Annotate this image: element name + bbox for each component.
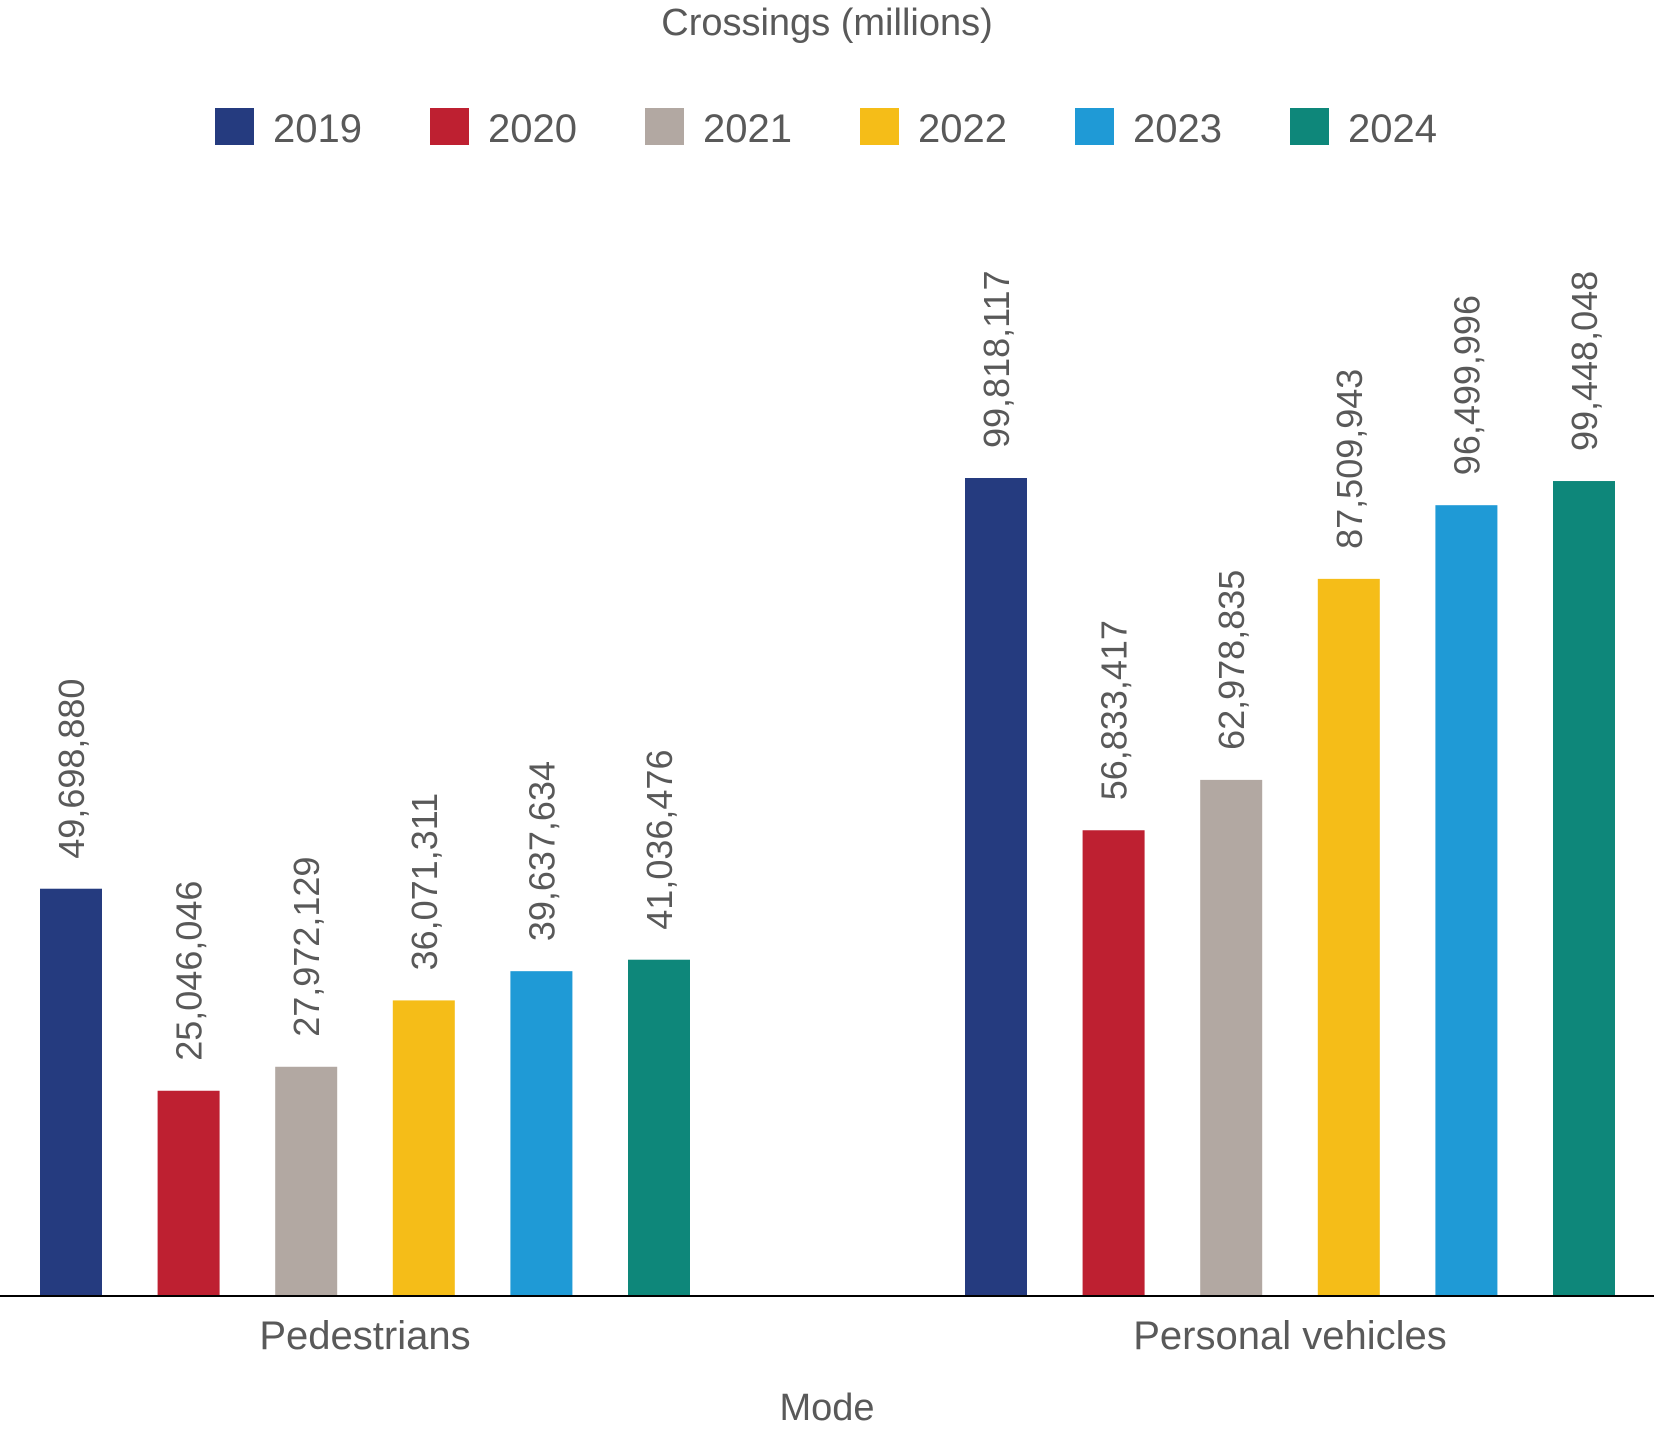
value-label-personal-vehicles-2021: 62,978,835 [1211, 570, 1252, 750]
bar-personal-vehicles-2019 [965, 478, 1027, 1296]
bar-pedestrians-2022 [392, 1000, 455, 1296]
value-label-personal-vehicles-2023: 96,499,996 [1446, 295, 1487, 475]
legend-label-2024: 2024 [1348, 107, 1437, 151]
value-label-pedestrians-2024: 41,036,476 [639, 750, 680, 930]
bar-personal-vehicles-2020 [1082, 830, 1145, 1296]
legend-swatch-2021 [645, 108, 684, 145]
value-label-pedestrians-2023: 39,637,634 [521, 761, 562, 941]
bar-pedestrians-2024 [628, 959, 690, 1296]
bar-pedestrians-2020 [157, 1090, 220, 1296]
legend-swatch-2020 [430, 108, 469, 145]
bar-personal-vehicles-2022 [1317, 578, 1380, 1296]
legend: 2019 2020 2021 2022 2023 2024 [215, 107, 1437, 151]
value-label-personal-vehicles-2020: 56,833,417 [1094, 620, 1135, 800]
legend-label-2022: 2022 [918, 107, 1007, 151]
bar-personal-vehicles-2024 [1553, 481, 1615, 1296]
value-labels-group: 49,698,880 25,046,046 27,972,129 36,071,311… [51, 270, 1605, 1060]
legend-swatch-2019 [215, 108, 254, 145]
value-label-personal-vehicles-2024: 99,448,048 [1564, 271, 1605, 451]
value-label-pedestrians-2020: 25,046,046 [169, 881, 210, 1061]
chart-title: Crossings (millions) [661, 2, 993, 44]
legend-label-2021: 2021 [703, 107, 792, 151]
legend-label-2020: 2020 [488, 107, 577, 151]
value-label-pedestrians-2021: 27,972,129 [286, 857, 327, 1037]
category-label-personal-vehicles: Personal vehicles [1133, 1314, 1447, 1358]
category-label-pedestrians: Pedestrians [259, 1314, 470, 1358]
bar-personal-vehicles-2021 [1200, 779, 1263, 1296]
bars-group [40, 478, 1615, 1297]
bar-pedestrians-2021 [275, 1066, 338, 1296]
legend-swatch-2024 [1290, 108, 1329, 145]
legend-swatch-2023 [1075, 108, 1114, 145]
category-labels-group: Pedestrians Personal vehicles [259, 1314, 1446, 1358]
value-label-pedestrians-2019: 49,698,880 [51, 679, 92, 859]
bar-pedestrians-2023 [510, 971, 573, 1296]
bar-personal-vehicles-2023 [1435, 505, 1498, 1297]
legend-swatch-2022 [860, 108, 899, 145]
x-axis-label: Mode [779, 1387, 874, 1429]
value-label-pedestrians-2022: 36,071,311 [404, 793, 445, 971]
legend-label-2023: 2023 [1133, 107, 1222, 151]
bar-pedestrians-2019 [40, 888, 102, 1296]
legend-label-2019: 2019 [273, 107, 362, 151]
value-label-personal-vehicles-2022: 87,509,943 [1329, 369, 1370, 549]
value-label-personal-vehicles-2019: 99,818,117 [976, 270, 1017, 448]
